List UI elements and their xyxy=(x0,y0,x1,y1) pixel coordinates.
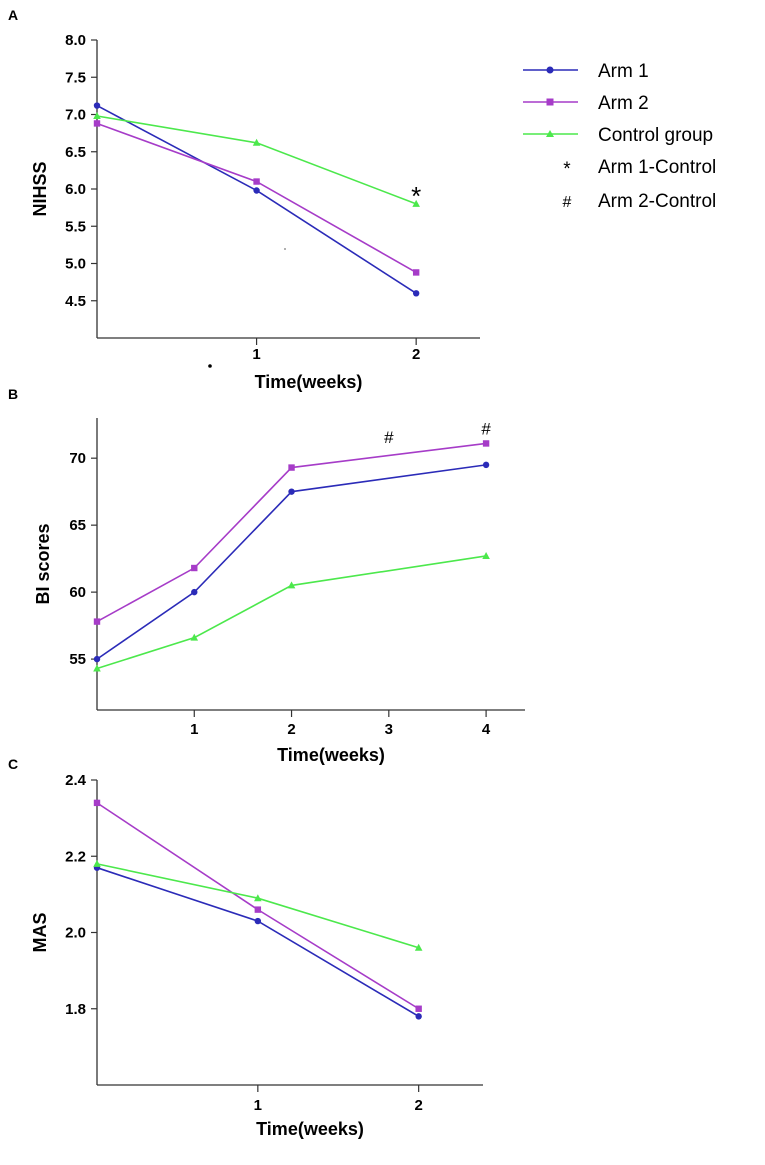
data-point-control-group xyxy=(93,111,101,119)
data-point-arm-1 xyxy=(412,290,420,297)
speck-mark xyxy=(208,364,212,368)
series-line-arm-1 xyxy=(96,464,487,660)
significance-mark: # xyxy=(384,428,394,447)
y-tick-label: 7.0 xyxy=(65,107,86,124)
x-tick-label: 2 xyxy=(412,346,420,363)
data-point-arm-2 xyxy=(254,906,262,913)
y-tick-label: 4.5 xyxy=(65,293,86,310)
data-point-arm-2 xyxy=(93,618,101,625)
data-point-arm-1 xyxy=(93,655,101,663)
legend-entry-arm-1-control: * Arm 1-Control xyxy=(563,157,716,180)
data-point-arm-2 xyxy=(482,440,490,447)
legend-entry-arm-2: Arm 2 xyxy=(523,93,649,114)
x-tick-label: 1 xyxy=(190,721,198,738)
data-point-arm-1 xyxy=(191,588,198,596)
legend-marker-arm-2 xyxy=(546,98,554,106)
chart-panel-b: 55 60 65 70 1 2 3 4 Time(weeks) BI scores # # xyxy=(33,418,525,765)
data-point-control-group xyxy=(252,138,261,146)
legend-label-arm-2-control: Arm 2-Control xyxy=(598,191,716,212)
y-tick-label: 2.4 xyxy=(65,772,87,789)
panel-label-a: A xyxy=(8,7,18,23)
legend-label-arm-2: Arm 2 xyxy=(598,93,649,114)
data-point-control-group xyxy=(414,943,423,951)
legend-marker-control-group xyxy=(546,130,554,137)
y-tick-label: 2.0 xyxy=(65,925,86,942)
legend-entry-control-group: Control group xyxy=(523,125,713,146)
chart-panel-a: 4.5 5.0 5.5 6.0 6.5 7.0 7.5 8.0 1 2 Time(weeks) NIH… xyxy=(30,32,480,392)
x-axis-title: Time(weeks) xyxy=(256,1119,364,1139)
data-point-arm-1 xyxy=(254,917,262,925)
legend-label-control-group: Control group xyxy=(598,125,713,146)
data-point-control-group xyxy=(93,859,101,867)
panel-label-b: B xyxy=(8,386,18,402)
legend-entry-arm-1: Arm 1 xyxy=(523,61,649,82)
data-point-control-group xyxy=(412,199,420,207)
y-tick-label: 8.0 xyxy=(65,32,86,49)
x-tick-label: 1 xyxy=(252,346,260,363)
x-tick-label: 4 xyxy=(482,721,491,738)
y-tick-label: 6.0 xyxy=(65,181,86,198)
y-tick-label: 55 xyxy=(69,651,86,668)
legend-label-arm-1-control: Arm 1-Control xyxy=(598,157,716,178)
y-axis-title: NIHSS xyxy=(30,161,50,216)
legend-symbol-hash: # xyxy=(563,194,572,211)
data-point-arm-1 xyxy=(288,488,295,495)
data-point-control-group xyxy=(190,633,199,641)
data-point-control-group xyxy=(254,894,262,902)
data-point-arm-1 xyxy=(93,102,101,109)
significance-mark: # xyxy=(481,420,491,439)
speck-mark xyxy=(284,248,286,250)
legend-label-arm-1: Arm 1 xyxy=(598,61,649,82)
data-point-control-group xyxy=(482,551,490,559)
y-tick-label: 7.5 xyxy=(65,69,86,86)
data-point-arm-1 xyxy=(253,187,260,194)
y-tick-label: 70 xyxy=(69,450,86,467)
data-point-arm-2 xyxy=(93,120,101,127)
x-tick-label: 3 xyxy=(385,721,393,738)
x-axis-title: Time(weeks) xyxy=(255,372,363,392)
y-tick-label: 5.5 xyxy=(65,218,86,235)
y-tick-label: 5.0 xyxy=(65,256,86,273)
legend-symbol-star: * xyxy=(563,159,571,180)
chart-panel-c: 1.8 2.0 2.2 2.4 1 2 Time(weeks) MAS xyxy=(30,772,483,1139)
data-point-control-group xyxy=(93,664,101,672)
data-point-arm-2 xyxy=(288,464,295,471)
x-axis-title: Time(weeks) xyxy=(277,745,385,765)
y-tick-label: 65 xyxy=(69,517,86,534)
y-axis-title: BI scores xyxy=(33,523,53,604)
legend-entry-arm-2-control: # Arm 2-Control xyxy=(563,191,717,212)
x-tick-label: 1 xyxy=(254,1097,262,1114)
data-point-arm-1 xyxy=(482,461,490,469)
x-tick-label: 2 xyxy=(414,1097,422,1114)
data-point-arm-2 xyxy=(412,269,420,276)
y-tick-label: 2.2 xyxy=(65,848,86,865)
data-point-arm-2 xyxy=(253,178,260,185)
y-tick-label: 1.8 xyxy=(65,1001,86,1018)
y-tick-label: 6.5 xyxy=(65,144,86,161)
y-axis-title: MAS xyxy=(30,913,50,953)
y-tick-label: 60 xyxy=(69,584,86,601)
series-line-arm-2 xyxy=(96,442,487,623)
data-point-control-group xyxy=(287,581,296,589)
data-point-arm-1 xyxy=(415,1013,422,1020)
data-point-arm-2 xyxy=(93,799,101,807)
significance-mark: * xyxy=(411,181,421,211)
legend: Arm 1 Arm 2 Control group * Arm 1-Contro… xyxy=(523,61,716,212)
data-point-arm-2 xyxy=(415,1005,422,1012)
series-line-control-group xyxy=(96,555,487,670)
x-tick-label: 2 xyxy=(287,721,295,738)
legend-marker-arm-1 xyxy=(546,66,554,74)
panel-label-c: C xyxy=(8,756,18,772)
data-point-arm-2 xyxy=(191,564,198,572)
